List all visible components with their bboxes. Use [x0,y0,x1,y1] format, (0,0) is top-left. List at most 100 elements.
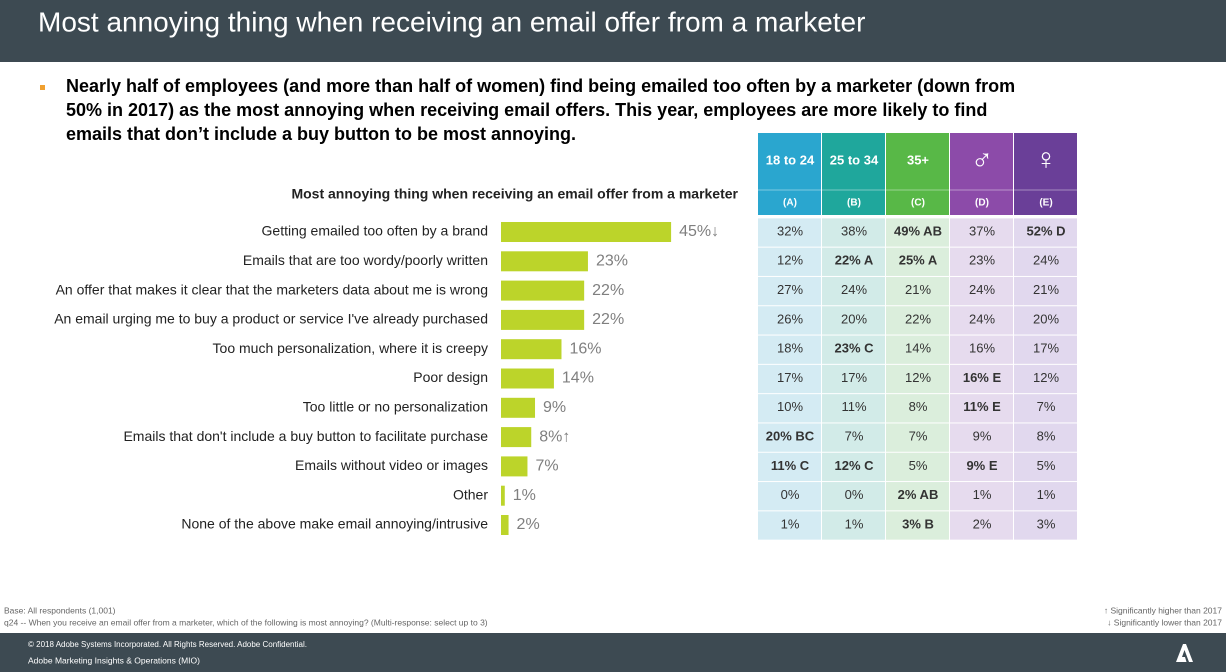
cell-text: 11% C [771,458,810,473]
table-cell [1014,423,1077,452]
table-cell [950,423,1013,452]
table-cell [1014,452,1077,482]
cell-text: 7% [1037,399,1056,414]
category-label: Too much personalization, where it is cr… [213,340,488,356]
bar [501,280,585,301]
bar [501,339,562,360]
cell-text: 37% [969,223,995,238]
value-label: 22% [592,311,624,328]
cell-text: 1% [781,516,800,531]
table-cell [950,511,1013,540]
table-cell [886,511,949,540]
table-cell [758,218,821,247]
value-label: 1% [513,487,536,504]
cell-text: 38% [841,223,867,238]
bar [501,515,509,535]
value-label: 8%↑ [539,428,570,445]
table-cell [822,511,885,540]
table-cell [822,452,885,482]
category-label: Too little or no personalization [303,399,488,415]
copyright: © 2018 Adobe Systems Incorporated. All R… [28,640,307,649]
table-cell [1014,335,1077,364]
table-cell [886,306,949,335]
table-cell [822,482,885,511]
cell-text: 24% [969,282,995,297]
cell-text: 5% [1037,458,1056,473]
table-cell [950,394,1013,423]
cell-text: 9% [973,429,992,444]
cell-text: 17% [841,370,867,385]
cell-text: 10% [777,399,803,414]
title-bar [0,0,1226,62]
column-header [822,133,885,215]
note: ↓ Significantly lower than 2017 [1107,617,1222,627]
table-cell [822,364,885,394]
table-cell [950,218,1013,247]
slide-title: Most annoying thing when receiving an em… [38,6,865,37]
table-cell [886,452,949,482]
table-cell [886,423,949,452]
cell-text: 20% BC [766,429,815,444]
bar [501,368,554,389]
category-label: Getting emailed too often by a brand [262,223,488,239]
table-cell [1014,364,1077,394]
table-cell [1014,394,1077,423]
column-header [886,133,949,215]
column-letter: (D) [975,198,989,209]
cell-text: 27% [777,282,803,297]
table-cell [758,247,821,276]
value-label: 16% [569,340,601,357]
table-cell [758,423,821,452]
cell-text: 12% [777,253,803,268]
cell-text: 7% [845,429,864,444]
cell-text: 1% [973,487,992,502]
column-letter: (B) [847,198,861,209]
cell-text: 3% B [902,516,934,531]
cell-text: 32% [777,223,803,238]
table-cell [758,452,821,482]
cell-text: 18% [777,341,803,356]
column-letter: (E) [1039,198,1052,209]
cell-text: 7% [909,429,928,444]
cell-text: 1% [845,516,864,531]
cell-text: 24% [1033,253,1059,268]
cell-text: 16% [969,341,995,356]
cell-text: 21% [1033,282,1059,297]
cell-text: 23% [969,253,995,268]
cell-text: 2% AB [898,487,939,502]
table-cell [886,247,949,276]
table-cell [758,276,821,306]
chart-title: Most annoying thing when receiving an em… [291,186,738,202]
cell-text: 21% [905,282,931,297]
bullet-text: 50% in 2017) as the most annoying when r… [66,100,987,120]
value-label: 9% [543,399,566,416]
column-letter: (A) [783,198,797,209]
bullet-text: Nearly half of employees (and more than … [66,76,1015,96]
table-cell [886,335,949,364]
value-label: 14% [562,370,594,387]
cell-text: 0% [845,487,864,502]
table-cell [1014,482,1077,511]
table-cell [1014,218,1077,247]
cell-text: 17% [1033,341,1059,356]
table-cell [822,335,885,364]
bullet-mark [40,85,45,90]
category-label: Emails that don't include a buy button t… [123,428,488,444]
cell-text: 24% [841,282,867,297]
cell-text: 22% A [835,253,874,268]
table-cell [886,482,949,511]
cell-text: 5% [909,458,928,473]
column-label: ♀ [1035,143,1058,176]
table-cell [950,276,1013,306]
table-cell [758,306,821,335]
table-cell [886,364,949,394]
cell-text: 11% [841,399,866,414]
cell-text: 25% A [899,253,938,268]
logo [1176,644,1193,662]
table-cell [758,394,821,423]
cell-text: 20% [841,311,867,326]
cell-text: 0% [781,487,800,502]
table-cell [758,511,821,540]
cell-text: 14% [905,341,931,356]
table-cell [758,482,821,511]
